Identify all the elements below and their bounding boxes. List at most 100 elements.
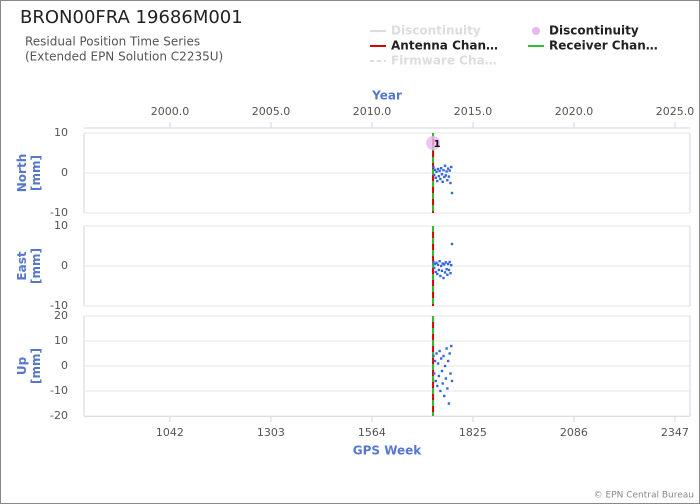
point: [436, 362, 440, 365]
y-tick-label: -10: [50, 299, 68, 312]
top-tick-label: 2000.0: [151, 105, 190, 118]
point: [438, 349, 441, 353]
point: [448, 352, 451, 355]
point: [445, 170, 448, 173]
point: [439, 167, 443, 170]
point: [447, 268, 451, 272]
x-tick-label: 1564: [358, 426, 386, 439]
legend-label: Discontinuity: [391, 24, 481, 38]
y-tick-label: -20: [50, 409, 68, 422]
point: [432, 354, 435, 358]
x-tick-label: 1303: [257, 426, 285, 439]
footer: © EPN Central Bureau: [594, 491, 694, 501]
point: [435, 352, 438, 355]
point: [440, 269, 444, 272]
y-axis-label-line: [mm]: [29, 248, 43, 284]
marker-label: 1: [434, 139, 441, 150]
point: [446, 359, 450, 363]
chart-subtitle: (Extended EPN Solution C2235U): [25, 50, 223, 64]
legend-label: Firmware Cha…: [391, 54, 497, 68]
point: [445, 268, 448, 271]
x-tick-label: 2347: [661, 426, 689, 439]
point: [441, 382, 444, 385]
point: [441, 180, 444, 183]
y-axis-label-line: Up: [15, 356, 29, 375]
top-tick-label: 2025.0: [656, 105, 695, 118]
point: [439, 264, 443, 268]
point: [433, 168, 437, 171]
point: [450, 165, 453, 169]
point: [439, 274, 442, 278]
legend-label: Antenna Chan…: [391, 39, 498, 53]
point: [447, 402, 451, 405]
point: [440, 173, 444, 176]
point: [450, 242, 454, 246]
point: [446, 167, 450, 170]
point: [439, 357, 443, 360]
legend-label: Receiver Chan…: [549, 39, 658, 53]
point: [432, 260, 435, 264]
point: [438, 169, 441, 173]
top-tick-label: 2005.0: [252, 105, 291, 118]
point: [443, 364, 447, 368]
y-tick-label: 0: [61, 359, 68, 372]
y-axis-label-line: [mm]: [29, 155, 43, 191]
y-tick-label: 0: [61, 259, 68, 272]
point: [447, 175, 451, 178]
point: [443, 394, 446, 398]
point: [448, 169, 451, 172]
y-tick-label: 20: [54, 309, 68, 322]
point: [443, 271, 447, 274]
point: [444, 261, 448, 264]
point: [433, 359, 437, 363]
point: [433, 372, 436, 375]
point: [441, 262, 444, 265]
point: [432, 165, 435, 169]
point: [450, 344, 453, 348]
top-axis-label: Year: [371, 89, 402, 103]
point: [443, 263, 446, 266]
point: [449, 181, 452, 185]
point: [445, 347, 448, 350]
y-axis-label: Up[mm]: [15, 348, 43, 384]
x-axis-label: GPS Week: [353, 444, 423, 458]
point: [449, 272, 452, 275]
point: [436, 272, 439, 276]
point: [439, 389, 442, 393]
x-tick-label: 1825: [459, 426, 487, 439]
y-tick-label: 10: [54, 126, 68, 139]
top-tick-label: 2020.0: [555, 105, 594, 118]
point: [444, 174, 448, 177]
point: [442, 169, 445, 172]
y-tick-label: 0: [61, 166, 68, 179]
point: [436, 179, 439, 183]
y-axis-label-line: East: [15, 251, 29, 280]
point: [450, 191, 454, 195]
point: [440, 369, 444, 373]
point: [450, 264, 453, 267]
point: [435, 170, 438, 173]
point: [437, 175, 441, 178]
point: [444, 377, 448, 380]
point: [446, 273, 449, 276]
point: [435, 261, 438, 264]
discontinuity-marker: [426, 136, 441, 150]
chart-subtitle: Residual Position Time Series: [25, 35, 200, 49]
point: [446, 387, 449, 390]
point: [450, 379, 454, 383]
point: [436, 384, 439, 388]
point: [443, 175, 446, 179]
point: [433, 173, 436, 177]
x-tick-label: 1042: [156, 426, 184, 439]
y-tick-label: -10: [50, 206, 68, 219]
point: [437, 374, 441, 378]
y-axis-label-line: [mm]: [29, 348, 43, 384]
point: [434, 379, 437, 383]
point: [439, 177, 442, 181]
y-tick-label: -10: [50, 384, 68, 397]
point: [436, 263, 440, 266]
y-tick-label: 10: [54, 334, 68, 347]
point: [442, 354, 445, 358]
